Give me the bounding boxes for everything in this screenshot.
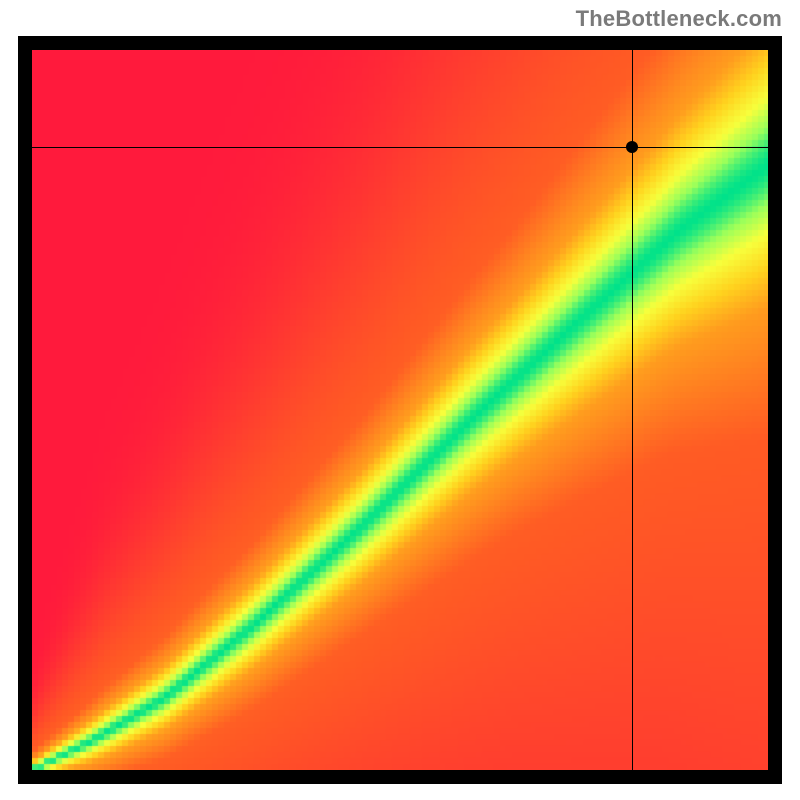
watermark-text: TheBottleneck.com (576, 6, 782, 32)
crosshair-horizontal (32, 147, 768, 148)
selected-config-marker (626, 141, 638, 153)
crosshair-vertical (632, 50, 633, 770)
plot-frame-border (18, 36, 782, 784)
figure-container: { "watermark": { "text": "TheBottleneck.… (0, 0, 800, 800)
